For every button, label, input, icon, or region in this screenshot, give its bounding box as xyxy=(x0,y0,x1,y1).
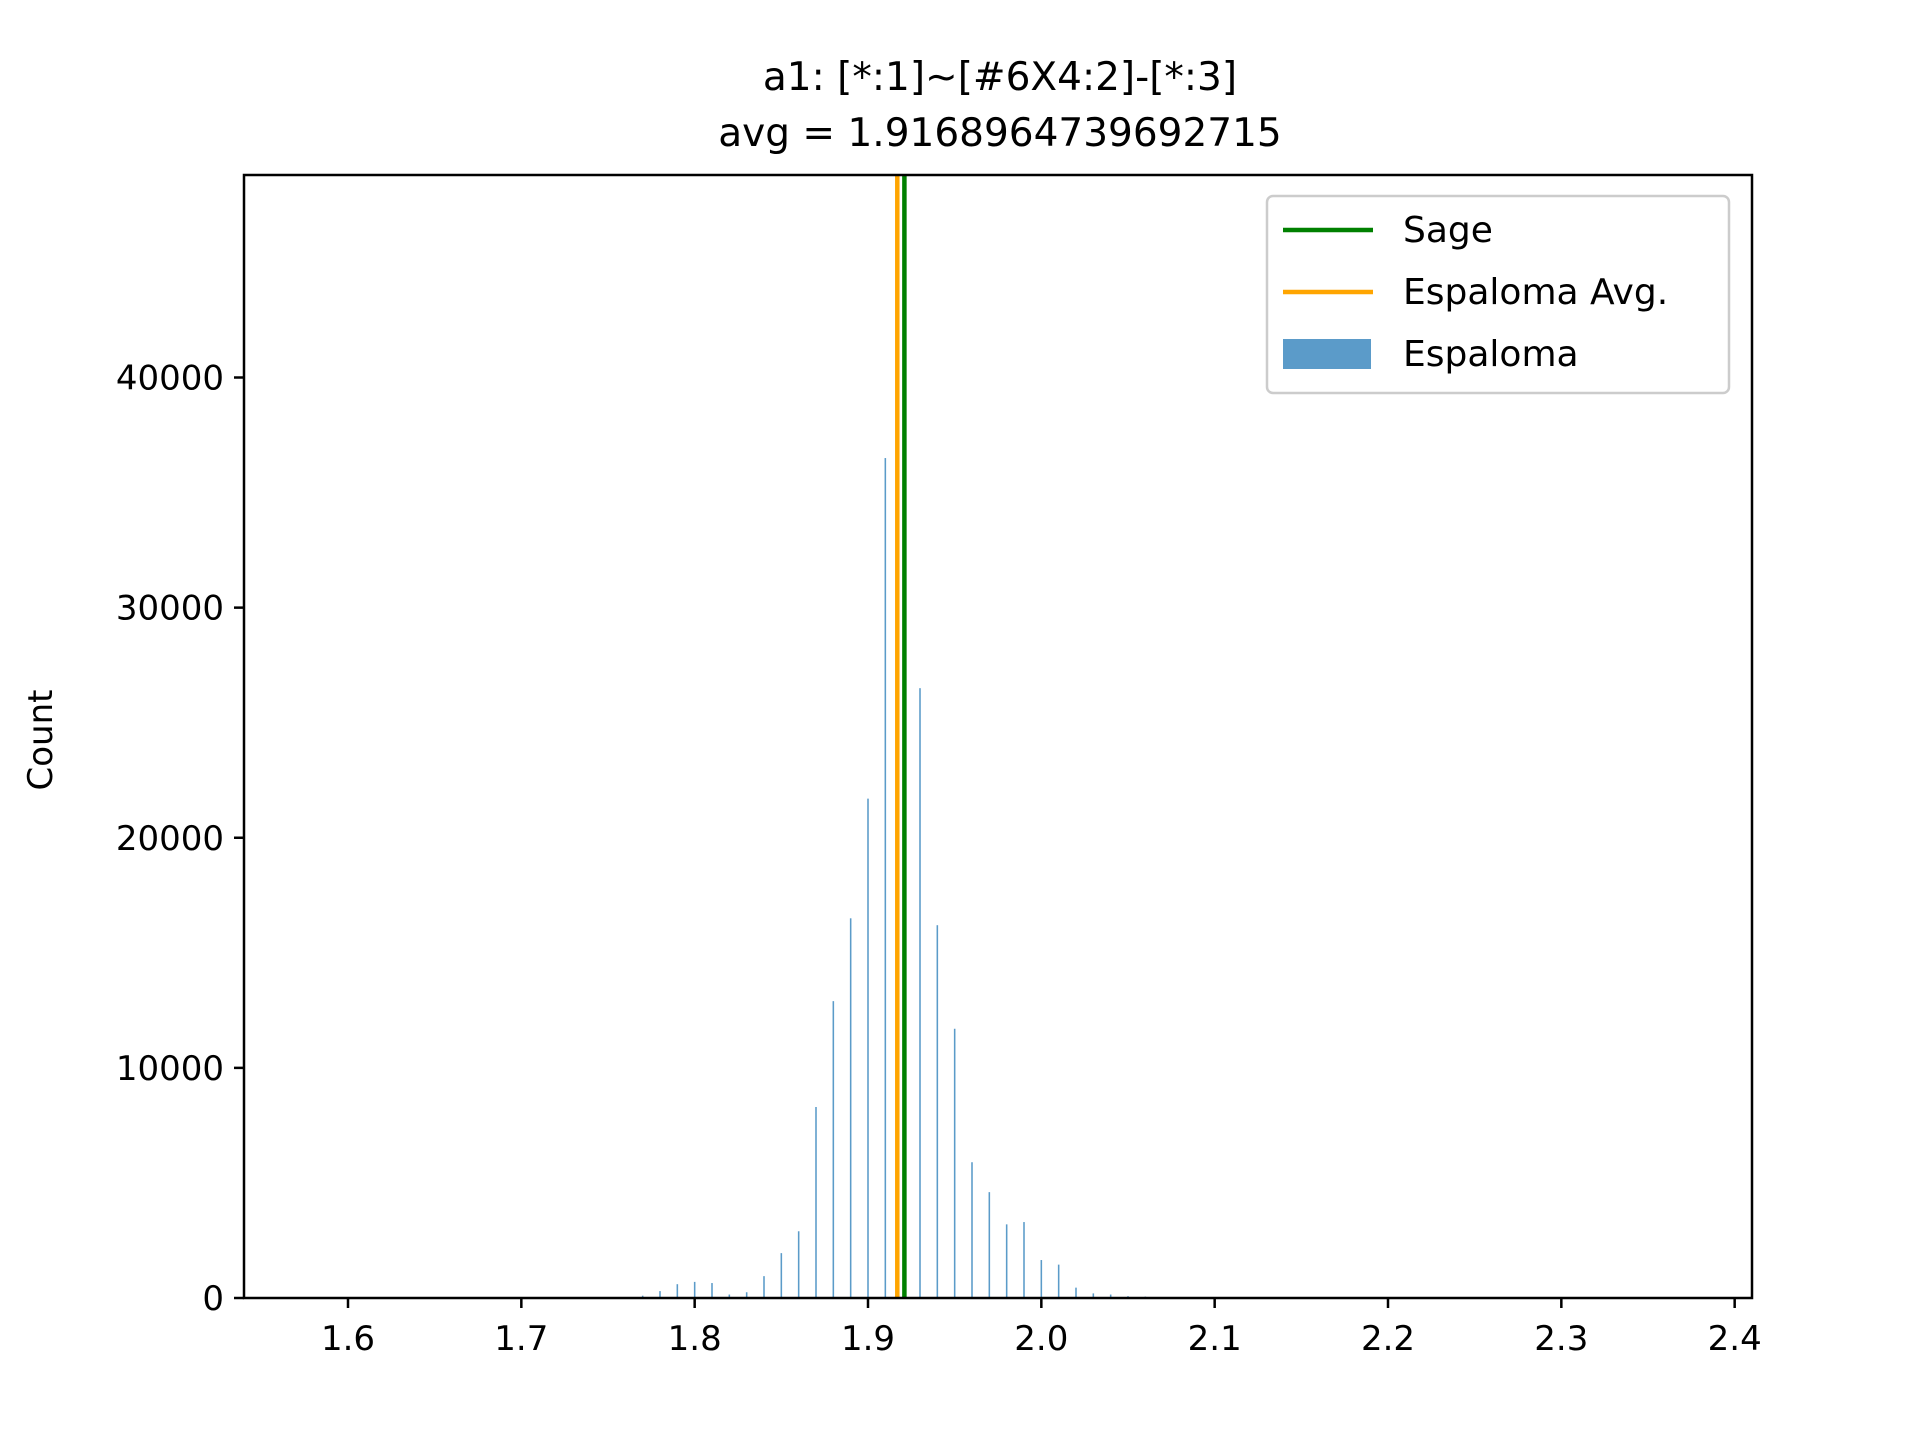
chart-title-line1: a1: [*:1]~[#6X4:2]-[*:3] xyxy=(763,55,1237,100)
histogram-bar xyxy=(1057,1264,1060,1298)
x-tick-label: 1.7 xyxy=(494,1319,548,1359)
histogram-bar xyxy=(1092,1293,1095,1298)
histogram-bar xyxy=(815,1107,817,1298)
y-tick-label: 30000 xyxy=(116,589,224,629)
legend-espaloma-label: Espaloma xyxy=(1403,334,1579,375)
histogram-bar xyxy=(936,925,939,1298)
x-tick-label: 1.6 xyxy=(321,1319,375,1359)
histogram-bar xyxy=(988,1192,991,1298)
y-axis-label: Count xyxy=(21,690,61,791)
histogram-bar xyxy=(745,1292,748,1298)
x-tick-label: 1.8 xyxy=(668,1319,722,1359)
histogram-bar xyxy=(1023,1222,1025,1298)
legend: Sage Espaloma Avg. Espaloma xyxy=(1265,194,1731,395)
y-tick-label: 40000 xyxy=(116,359,224,399)
histogram-bar xyxy=(676,1284,679,1298)
histogram-bar xyxy=(659,1291,661,1298)
axes: 1.6 1.7 1.8 1.9 2.0 2.1 2.2 2.3 2.4 0 10000 20000 30… xyxy=(116,173,1762,1359)
histogram-bar xyxy=(728,1294,731,1298)
legend-frame xyxy=(1265,194,1731,395)
histogram-bar xyxy=(1109,1294,1112,1298)
x-tick-label: 2.3 xyxy=(1534,1319,1588,1359)
histogram-bar xyxy=(1005,1224,1008,1298)
histogram-bar xyxy=(711,1283,713,1298)
y-tick-label: 20000 xyxy=(116,819,224,859)
histogram-bar xyxy=(693,1281,696,1298)
histogram-bar xyxy=(1075,1287,1077,1298)
legend-sage-label: Sage xyxy=(1403,210,1493,251)
plot-frame xyxy=(242,173,1754,1300)
histogram-bar xyxy=(919,688,921,1298)
x-tick-label: 2.2 xyxy=(1361,1319,1415,1359)
x-tick-label: 1.9 xyxy=(841,1319,895,1359)
x-tick-label: 2.4 xyxy=(1708,1319,1762,1359)
y-tick-label: 0 xyxy=(202,1279,224,1319)
histogram-bar xyxy=(797,1231,800,1298)
histogram-bar xyxy=(763,1276,765,1298)
legend-espaloma-swatch xyxy=(1283,339,1371,369)
x-tick-label: 2.0 xyxy=(1014,1319,1068,1359)
chart-title-line2: avg = 1.9168964739692715 xyxy=(718,111,1281,156)
histogram-bar xyxy=(780,1253,783,1298)
histogram-bar xyxy=(884,458,887,1298)
reference-lines xyxy=(895,175,907,1298)
histogram-bar xyxy=(953,1028,956,1298)
histogram-bar xyxy=(1040,1260,1043,1298)
histogram-bar xyxy=(849,918,852,1298)
histogram-bar xyxy=(971,1162,973,1298)
legend-espaloma-avg-label: Espaloma Avg. xyxy=(1403,272,1668,313)
histogram-bars xyxy=(641,458,1164,1298)
x-tick-label: 2.1 xyxy=(1188,1319,1242,1359)
y-tick-label: 10000 xyxy=(116,1049,224,1089)
histogram-bar xyxy=(867,798,869,1298)
histogram-bar xyxy=(832,1001,835,1298)
